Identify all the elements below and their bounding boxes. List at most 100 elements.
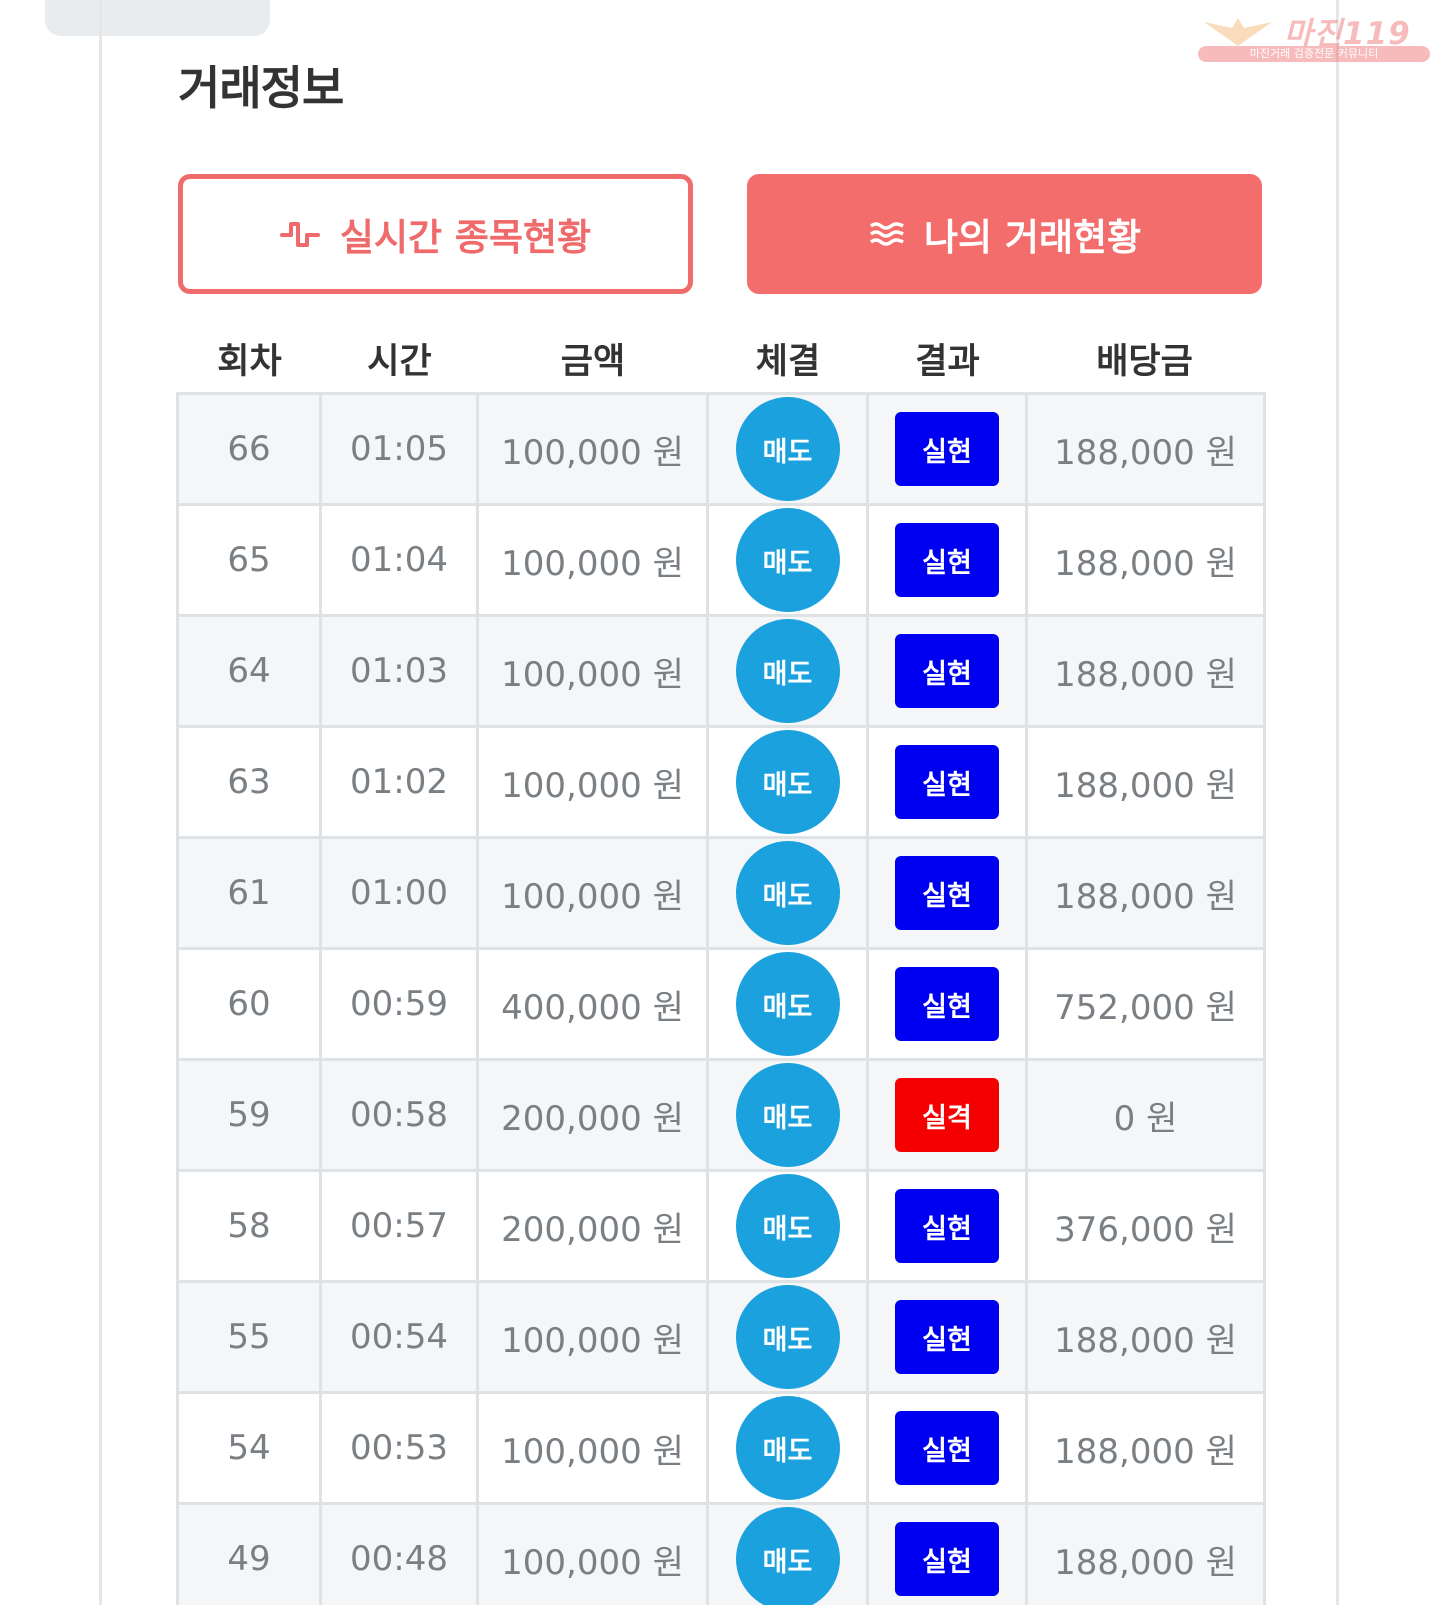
trade-type-badge: 매도 bbox=[735, 841, 840, 945]
content-border-left bbox=[99, 0, 102, 1605]
result-badge: 실현 bbox=[895, 856, 999, 930]
cell-amount: 100,000 원 bbox=[479, 1283, 709, 1391]
cell-amount: 100,000 원 bbox=[479, 1505, 709, 1605]
cell-result: 실현 bbox=[869, 506, 1028, 614]
trade-type-badge: 매도 bbox=[735, 730, 840, 834]
cell-time: 01:03 bbox=[322, 617, 479, 725]
tab-my-trades-label: 나의 거래현황 bbox=[923, 216, 1142, 259]
trade-type-badge: 매도 bbox=[735, 1063, 840, 1167]
trade-type-badge: 매도 bbox=[735, 1174, 840, 1278]
cell-trade: 매도 bbox=[709, 1505, 869, 1605]
table-row: 59 00:58 200,000 원 매도 실격 0 원 bbox=[179, 1058, 1263, 1169]
tab-realtime-stocks[interactable]: 실시간 종목현황 bbox=[178, 174, 693, 294]
cell-time: 00:59 bbox=[322, 950, 479, 1058]
eagle-crest-icon bbox=[1204, 18, 1272, 46]
cell-amount: 100,000 원 bbox=[479, 395, 709, 503]
cell-trade: 매도 bbox=[709, 1061, 869, 1169]
cell-payout: 188,000 원 bbox=[1054, 765, 1237, 806]
cell-amount: 100,000 원 bbox=[479, 617, 709, 725]
cell-amount: 100,000 원 bbox=[479, 1394, 709, 1502]
cell-amount: 200,000 원 bbox=[479, 1172, 709, 1280]
trade-type-badge: 매도 bbox=[735, 508, 840, 612]
cell-payout: 188,000 원 bbox=[1054, 432, 1237, 473]
trade-type-badge: 매도 bbox=[735, 1396, 840, 1500]
trade-type-badge: 매도 bbox=[735, 1507, 840, 1605]
cell-trade: 매도 bbox=[709, 950, 869, 1058]
cell-trade: 매도 bbox=[709, 728, 869, 836]
cell-payout: 188,000 원 bbox=[1054, 654, 1237, 695]
cell-round: 59 bbox=[179, 1061, 322, 1169]
cell-result: 실현 bbox=[869, 839, 1028, 947]
result-badge: 실현 bbox=[895, 412, 999, 486]
cell-result: 실현 bbox=[869, 1283, 1028, 1391]
cell-result: 실현 bbox=[869, 1394, 1028, 1502]
result-badge: 실현 bbox=[895, 634, 999, 708]
cell-round: 54 bbox=[179, 1394, 322, 1502]
cell-amount: 100,000 원 bbox=[479, 839, 709, 947]
cell-time: 00:57 bbox=[322, 1172, 479, 1280]
table-row: 60 00:59 400,000 원 매도 실현 752,000 원 bbox=[179, 947, 1263, 1058]
table-header: 회차 시간 금액 체결 결과 배당금 bbox=[178, 334, 1262, 390]
header-amount: 금액 bbox=[560, 342, 626, 382]
menu-lines-icon bbox=[869, 222, 904, 246]
cell-trade: 매도 bbox=[709, 839, 869, 947]
cell-payout: 752,000 원 bbox=[1054, 987, 1237, 1028]
cell-time: 00:58 bbox=[322, 1061, 479, 1169]
cell-time: 01:05 bbox=[322, 395, 479, 503]
cell-payout: 188,000 원 bbox=[1054, 1320, 1237, 1361]
cell-round: 49 bbox=[179, 1505, 322, 1605]
table-row: 58 00:57 200,000 원 매도 실현 376,000 원 bbox=[179, 1169, 1263, 1280]
table-row: 49 00:48 100,000 원 매도 실현 188,000 원 bbox=[179, 1502, 1263, 1605]
result-badge: 실현 bbox=[895, 967, 999, 1041]
trade-type-badge: 매도 bbox=[735, 619, 840, 723]
cell-result: 실현 bbox=[869, 1505, 1028, 1605]
header-trade: 체결 bbox=[755, 342, 821, 382]
cell-result: 실현 bbox=[869, 617, 1028, 725]
result-badge: 실격 bbox=[895, 1078, 999, 1152]
cell-trade: 매도 bbox=[709, 1283, 869, 1391]
result-badge: 실현 bbox=[895, 745, 999, 819]
cell-time: 01:02 bbox=[322, 728, 479, 836]
cell-amount: 200,000 원 bbox=[479, 1061, 709, 1169]
result-badge: 실현 bbox=[895, 1300, 999, 1374]
table-row: 54 00:53 100,000 원 매도 실현 188,000 원 bbox=[179, 1391, 1263, 1502]
cell-round: 65 bbox=[179, 506, 322, 614]
table-row: 66 01:05 100,000 원 매도 실현 188,000 원 bbox=[179, 392, 1263, 503]
cell-round: 64 bbox=[179, 617, 322, 725]
trade-table-body: 66 01:05 100,000 원 매도 실현 188,000 원 65 01:04 100,… bbox=[176, 392, 1266, 1605]
cell-trade: 매도 bbox=[709, 617, 869, 725]
cell-amount: 100,000 원 bbox=[479, 506, 709, 614]
result-badge: 실현 bbox=[895, 1522, 999, 1596]
watermark-tagline: 마진거래 검증전문 커뮤니티 bbox=[1198, 46, 1430, 62]
table-row: 65 01:04 100,000 원 매도 실현 188,000 원 bbox=[179, 503, 1263, 614]
cell-round: 60 bbox=[179, 950, 322, 1058]
trade-type-badge: 매도 bbox=[735, 1285, 840, 1389]
cell-payout: 188,000 원 bbox=[1054, 543, 1237, 584]
cell-payout: 188,000 원 bbox=[1054, 876, 1237, 917]
cell-result: 실현 bbox=[869, 950, 1028, 1058]
tab-my-trades[interactable]: 나의 거래현황 bbox=[747, 174, 1262, 294]
cell-round: 55 bbox=[179, 1283, 322, 1391]
result-badge: 실현 bbox=[895, 1189, 999, 1263]
watermark-brand: 마진119 bbox=[1284, 16, 1411, 52]
cell-result: 실격 bbox=[869, 1061, 1028, 1169]
cell-time: 01:00 bbox=[322, 839, 479, 947]
table-row: 61 01:00 100,000 원 매도 실현 188,000 원 bbox=[179, 836, 1263, 947]
table-row: 63 01:02 100,000 원 매도 실현 188,000 원 bbox=[179, 725, 1263, 836]
cell-payout: 188,000 원 bbox=[1054, 1431, 1237, 1472]
section-title: 거래정보 bbox=[178, 61, 344, 115]
cell-trade: 매도 bbox=[709, 1394, 869, 1502]
cell-payout: 376,000 원 bbox=[1054, 1209, 1237, 1250]
cell-time: 00:48 bbox=[322, 1505, 479, 1605]
cell-trade: 매도 bbox=[709, 395, 869, 503]
header-time: 시간 bbox=[367, 342, 432, 382]
cell-round: 61 bbox=[179, 839, 322, 947]
cell-result: 실현 bbox=[869, 395, 1028, 503]
result-badge: 실현 bbox=[895, 1411, 999, 1485]
header-round: 회차 bbox=[217, 342, 282, 382]
pulse-icon bbox=[279, 222, 320, 247]
cell-amount: 400,000 원 bbox=[479, 950, 709, 1058]
cell-round: 63 bbox=[179, 728, 322, 836]
result-badge: 실현 bbox=[895, 523, 999, 597]
table-row: 55 00:54 100,000 원 매도 실현 188,000 원 bbox=[179, 1280, 1263, 1391]
